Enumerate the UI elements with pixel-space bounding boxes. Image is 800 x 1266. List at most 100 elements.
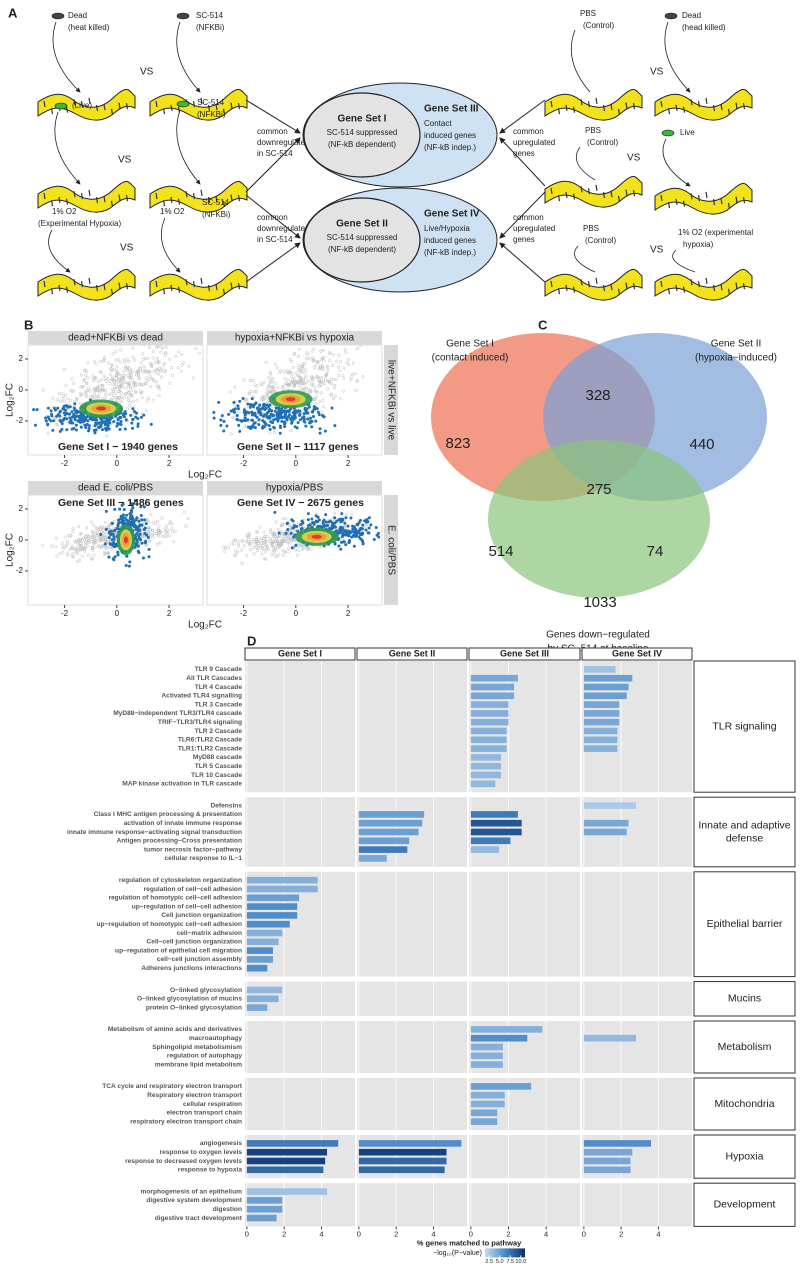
background-point [124, 380, 128, 384]
background-point [151, 356, 155, 360]
highlight-point [372, 537, 376, 541]
group-label: Development [714, 1199, 776, 1211]
background-point [127, 383, 131, 387]
tissue-texture [675, 104, 678, 111]
background-point [94, 362, 98, 366]
highlight-point [123, 427, 127, 431]
background-point [72, 381, 76, 385]
x-tick-label: -2 [240, 609, 248, 618]
facet-panel [469, 1183, 580, 1227]
highlight-point [232, 410, 236, 414]
background-point [120, 379, 124, 383]
background-point [140, 396, 144, 400]
background-point [147, 377, 151, 381]
background-point [331, 397, 335, 401]
highlight-point [73, 418, 77, 422]
highlight-point [280, 419, 284, 423]
highlight-point [219, 418, 223, 422]
highlight-point [367, 526, 371, 530]
highlight-point [108, 421, 112, 425]
background-point [75, 551, 79, 555]
pathway-label: up−regulation of homotypic cell−cell adh… [97, 921, 242, 928]
background-point [222, 549, 226, 553]
tissue-texture [735, 282, 738, 289]
highlight-point [249, 425, 253, 429]
facet-panel [582, 1021, 692, 1073]
background-point [86, 376, 90, 380]
tissue-texture [602, 284, 606, 292]
background-point [88, 389, 92, 393]
highlight-point [265, 415, 269, 419]
background-point [293, 538, 297, 542]
highlight-point [340, 540, 344, 544]
tissue [37, 181, 136, 213]
tissue-texture [660, 280, 663, 288]
connector [176, 21, 201, 93]
background-point [96, 384, 100, 389]
background-point [165, 531, 169, 535]
tissue-texture [50, 288, 54, 295]
background-point [157, 524, 161, 528]
highlight-point [307, 405, 311, 409]
background-point [260, 396, 264, 400]
background-point [136, 370, 140, 374]
highlight-point [32, 408, 36, 412]
facet-panel [582, 1078, 692, 1130]
group-label: TLR signaling [712, 720, 776, 732]
highlight-point [74, 428, 78, 432]
colorbar-tick-label: 10.0 [515, 1259, 526, 1265]
highlight-point [46, 415, 50, 419]
tissue-texture [110, 288, 114, 295]
background-point [79, 373, 84, 377]
background-point [79, 393, 83, 397]
highlight-point [147, 547, 151, 551]
bar [246, 1197, 283, 1204]
tissue-texture [557, 108, 561, 115]
group-strip [693, 981, 796, 1017]
x-tick-label: 0 [357, 1229, 361, 1238]
background-point [97, 545, 101, 549]
tissue-texture [550, 100, 553, 108]
highlight-point [33, 423, 37, 427]
highlight-point [235, 413, 239, 417]
facet-panel [469, 871, 580, 977]
highlight-point [111, 543, 115, 547]
background-point [86, 553, 90, 557]
background-point [102, 356, 107, 360]
highlight-point [333, 521, 337, 525]
pathway-label: activation of innate immune response [124, 820, 243, 827]
pathway-label: up−regulation of cell−cell adhesion [132, 903, 242, 910]
background-point [141, 534, 145, 538]
highlight-point [114, 414, 118, 418]
background-point [121, 376, 125, 381]
facet-panel [582, 1183, 692, 1227]
x-tick-label: 4 [431, 1229, 435, 1238]
arrow-label: common [513, 213, 544, 222]
highlight-point [83, 417, 87, 421]
tissue-texture [207, 196, 211, 204]
background-point [117, 376, 121, 381]
highlight-point [103, 542, 107, 546]
highlight-point [331, 524, 335, 528]
background-point [337, 353, 341, 357]
highlight-point [142, 505, 146, 509]
background-point [314, 360, 319, 364]
background-point [77, 540, 81, 544]
background-point [71, 552, 75, 556]
background-point [102, 374, 106, 378]
background-point [313, 385, 317, 389]
highlight-point [309, 416, 313, 420]
background-point [127, 404, 131, 408]
background-point [337, 373, 341, 377]
highlight-point [79, 425, 83, 429]
tissue-texture [88, 277, 91, 285]
bar [470, 718, 509, 726]
background-point [268, 370, 272, 374]
background-point [294, 371, 298, 375]
bar [358, 1140, 462, 1147]
background-point [133, 382, 137, 386]
highlight-point [131, 417, 135, 421]
background-point [310, 376, 314, 380]
background-point [103, 392, 108, 396]
